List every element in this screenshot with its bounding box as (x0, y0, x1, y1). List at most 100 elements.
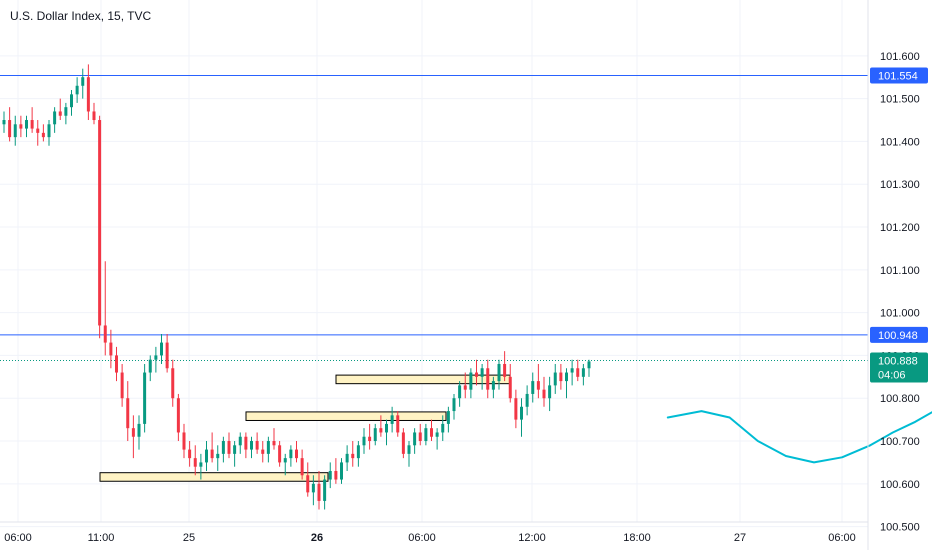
time-tick-label: 06:00 (408, 532, 436, 544)
candle-body (75, 85, 79, 95)
price-line-tag-label: 100.948 (878, 330, 918, 342)
candle-body (295, 449, 298, 459)
candle-body (176, 398, 180, 433)
candle-body (300, 458, 304, 476)
candle-body (255, 441, 259, 450)
current-price-tag (870, 352, 928, 383)
candle-body (205, 449, 208, 463)
candle-body (576, 368, 580, 377)
candle-body (81, 77, 85, 86)
candle-body (250, 441, 253, 450)
zone-1 (99, 472, 329, 482)
price-tick-label: 101.000 (880, 308, 920, 320)
candle-body (289, 449, 293, 459)
time-tick-label: 12:00 (518, 532, 546, 544)
price-lines (0, 75, 868, 362)
candle-body (2, 120, 6, 125)
candle-body (210, 449, 214, 459)
candle-body (58, 111, 62, 116)
candle-body (328, 470, 332, 480)
countdown-label: 04:06 (878, 370, 906, 382)
candle-body (351, 453, 355, 459)
candle-body (233, 445, 237, 454)
candle-body (182, 432, 186, 450)
candle-body (8, 120, 12, 138)
candle-body (525, 393, 529, 407)
time-axis[interactable]: 06:00 11:00 25 26 06:00 12:00 18:00 27 06:00 (4, 532, 856, 544)
candle-body (120, 372, 124, 399)
price-tick-label: 101.500 (880, 94, 920, 106)
candle-body (131, 428, 135, 437)
candle-body (216, 453, 220, 459)
candle-body (278, 445, 282, 463)
candle-body (385, 423, 388, 433)
candle-body (126, 398, 130, 429)
price-tick-label: 100.800 (880, 393, 920, 405)
candle-body (362, 436, 366, 446)
candle-body (221, 441, 225, 454)
time-tick-label: 06:00 (828, 532, 856, 544)
candle-body (497, 363, 501, 382)
candle-body (452, 398, 456, 412)
candle-body (193, 458, 197, 467)
candle-body (171, 368, 175, 399)
current-price-tag-label: 100.888 (878, 356, 918, 368)
candle-body (401, 432, 405, 454)
candle-body (334, 470, 338, 480)
candle-body (491, 381, 495, 390)
time-tick-label: 25 (183, 532, 195, 544)
candle-body (98, 120, 102, 326)
price-tick-label: 101.200 (880, 222, 920, 234)
candle-body (424, 428, 428, 442)
candle-body (261, 449, 265, 454)
drawing-layer[interactable] (666, 210, 932, 464)
candle-body (36, 128, 40, 133)
pattern-drawing (666, 410, 932, 464)
candle-body (154, 355, 158, 360)
candle-body (160, 342, 163, 356)
candle-body (520, 406, 523, 420)
candle-body (103, 325, 107, 343)
candles (2, 64, 591, 510)
price-line-tag (870, 326, 928, 343)
candle-body (53, 111, 57, 125)
candle-body (413, 432, 417, 446)
candle-body (227, 441, 231, 454)
candle-body (244, 436, 248, 450)
zone-2 (245, 411, 447, 421)
time-tick-label: 27 (734, 532, 746, 544)
candle-body (356, 445, 360, 459)
candle-body (418, 432, 422, 442)
candle-body (30, 120, 34, 129)
candle-body (238, 436, 242, 446)
candle-body (469, 372, 473, 390)
price-tick-label: 101.300 (880, 179, 920, 191)
candle-body (441, 423, 445, 433)
price-axis[interactable]: 101.600 101.500 101.400 101.300 101.200 101.1… (880, 51, 920, 534)
candle-body (86, 77, 90, 112)
candle-body (581, 368, 585, 377)
candle-body (565, 372, 568, 382)
candle-body (514, 398, 518, 420)
candle-body (458, 385, 462, 399)
candle-body (536, 381, 540, 390)
candle-body (137, 423, 141, 437)
candle-body (109, 342, 113, 356)
candle-body (165, 342, 169, 369)
price-line-tag (870, 67, 928, 84)
candle-body (115, 355, 118, 373)
candle-body (553, 372, 557, 386)
candle-body (148, 359, 152, 373)
price-tick-label: 100.700 (880, 436, 920, 448)
zone-layer (99, 374, 511, 482)
candle-body (266, 441, 270, 454)
candle-body (486, 368, 490, 390)
candle-body (188, 449, 192, 459)
zone-3 (335, 374, 511, 385)
price-tick-label: 100.600 (880, 479, 920, 491)
candle-body (407, 445, 411, 454)
candle-body (340, 462, 343, 480)
candle-body (272, 441, 276, 446)
candle-body (475, 372, 478, 377)
